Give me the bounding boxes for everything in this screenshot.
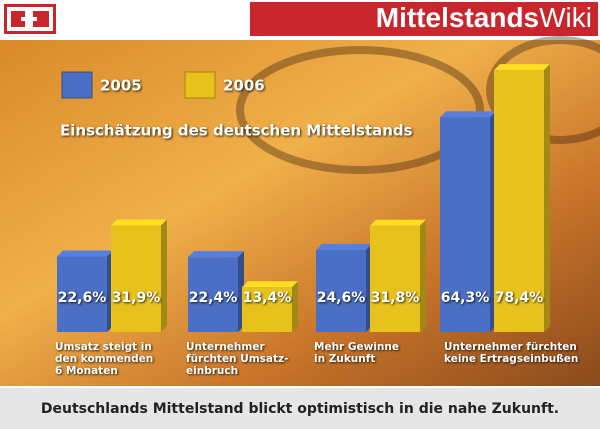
brand-light: Wiki: [539, 2, 592, 33]
value-label: 64,3%: [441, 290, 490, 306]
bar: [316, 249, 366, 332]
bar-top: [57, 250, 113, 257]
bar: [494, 70, 544, 333]
category-label: Umsatz steigt in: [55, 341, 152, 353]
category-label: in Zukunft: [314, 353, 375, 365]
bar: [111, 225, 161, 332]
bar-side: [161, 219, 167, 332]
logo: [4, 4, 56, 34]
bar: [242, 287, 292, 332]
value-label: 24,6%: [317, 290, 366, 306]
category-label: keine Ertragseinbußen: [444, 353, 578, 365]
bar-side: [292, 281, 298, 332]
legend-swatch: [184, 71, 216, 99]
category-label: Unternehmer: [186, 341, 265, 353]
bar-side: [544, 64, 550, 333]
category-label: Mehr Gewinne: [314, 341, 399, 353]
category-label: Unternehmer fürchten: [444, 341, 577, 353]
bar-top: [188, 251, 244, 258]
caption: Deutschlands Mittelstand blickt optimist…: [41, 401, 559, 417]
category-label: den kommenden: [55, 353, 153, 365]
decoration: [236, 36, 600, 174]
value-label: 22,4%: [189, 290, 238, 306]
chart-title: Einschätzung des deutschen Mittelstands: [60, 122, 413, 140]
bar: [440, 117, 490, 332]
category-label: 6 Monaten: [55, 365, 118, 377]
value-label: 22,6%: [58, 290, 107, 306]
value-label: 31,9%: [112, 290, 161, 306]
category-label: fürchten Umsatz-: [186, 353, 288, 365]
legend-swatch: [61, 71, 93, 99]
category-label: einbruch: [186, 365, 238, 377]
caption-bg: [0, 388, 600, 429]
bar-side: [420, 219, 426, 332]
legend-label: 2005: [100, 77, 142, 95]
bar-top: [111, 219, 167, 226]
value-label: 31,8%: [371, 290, 420, 306]
brand-bar: [250, 2, 598, 36]
bar-top: [494, 64, 550, 71]
bar: [188, 257, 238, 332]
legend-label: 2006: [223, 77, 265, 95]
bar: [57, 256, 107, 332]
brand-bold: Mittelstands: [376, 2, 539, 33]
bar: [370, 225, 420, 332]
value-label: 78,4%: [495, 290, 544, 306]
bar-top: [242, 281, 298, 288]
value-label: 13,4%: [243, 290, 292, 306]
bar-top: [316, 243, 372, 250]
bar-top: [370, 219, 426, 226]
bar-top: [440, 111, 496, 118]
brand: MittelstandsWiki: [376, 2, 592, 33]
